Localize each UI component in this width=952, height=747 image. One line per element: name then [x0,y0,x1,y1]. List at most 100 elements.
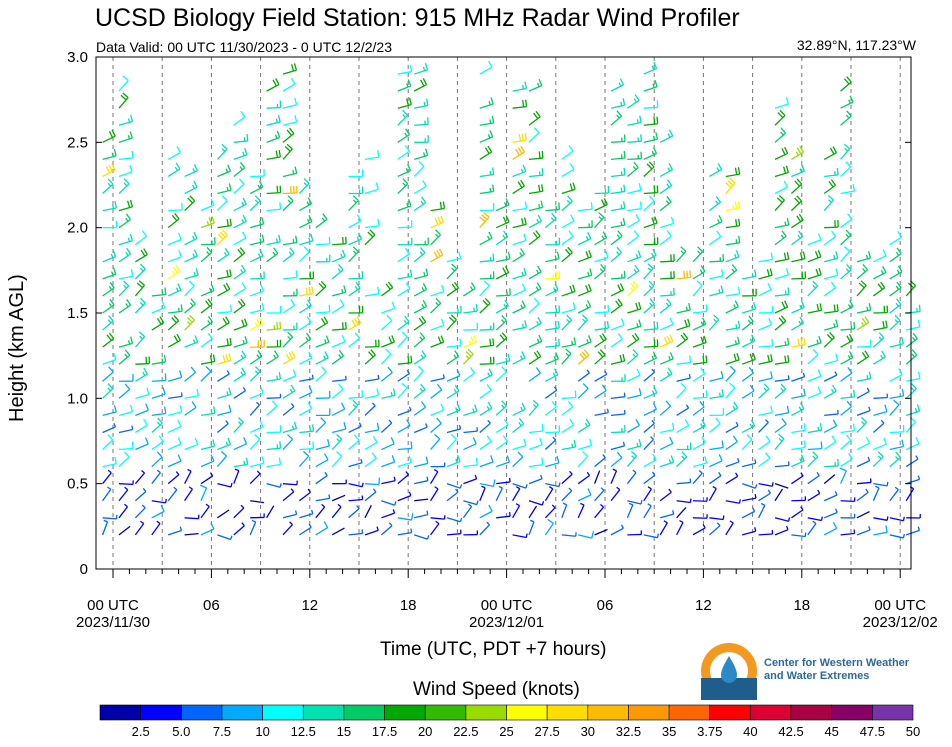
barb-shaft [495,405,507,416]
wind-barb [708,486,717,502]
barb-flag [852,423,856,431]
barb-shaft [118,428,133,434]
barb-shaft [545,311,560,314]
barb-shaft [561,343,576,348]
barb-flag [517,181,523,189]
barb-shaft [331,355,344,365]
barb-shaft [315,371,327,382]
barb-shaft [643,200,655,212]
wind-barb [856,280,867,297]
barb-half-flag [747,319,752,324]
barb-shaft [889,374,903,382]
wind-barb [889,486,899,502]
barb-shaft [495,204,510,212]
wind-barb [463,500,479,506]
wind-barb [610,167,626,178]
barb-half-flag [860,322,865,327]
wind-barb [315,390,331,399]
wind-barb [167,264,181,280]
wind-barb [413,423,428,434]
barb-half-flag [834,491,838,496]
barb-shaft [380,422,393,433]
barb-half-flag [124,353,128,358]
wind-barb [807,349,819,365]
barb-shaft [249,521,257,536]
barb-half-flag [754,494,757,499]
barb-half-flag [631,455,636,459]
barb-flag [734,167,738,175]
barb-flag [488,504,493,512]
barb-flag [404,145,410,152]
wind-barb [610,424,626,434]
barb-half-flag [221,148,226,152]
wind-barb [266,400,278,416]
barb-shaft [331,269,344,280]
wind-barb [233,282,247,297]
barb-half-flag [833,323,836,328]
barb-shaft [840,328,855,331]
barb-shaft [873,410,888,417]
barb-flag [881,350,886,358]
barb-shaft [364,354,376,365]
barb-flag [635,214,641,221]
barb-shaft [233,324,248,331]
barb-shaft [545,374,559,382]
barb-shaft [643,285,655,297]
barb-flag [895,451,901,458]
wind-barb [479,297,491,314]
wind-barb [643,368,655,382]
wind-barb [184,335,199,348]
barb-shaft [758,411,773,417]
wind-barb [824,458,839,468]
wind-barb [331,494,346,502]
barb-flag [306,332,312,340]
wind-barb [184,533,199,536]
barb-flag [638,302,642,310]
wind-barb [462,348,474,365]
barb-flag [244,318,248,326]
barb-flag [229,218,232,226]
wind-barb [725,421,739,434]
barb-half-flag [453,354,457,359]
barb-half-flag [192,253,196,258]
barb-flag [893,399,900,406]
barb-half-flag [324,471,328,476]
barb-flag [239,247,246,254]
barb-flag [796,178,803,185]
wind-barb [397,282,411,297]
barb-flag [585,251,590,259]
barb-flag [129,164,133,173]
barb-flag [686,270,689,278]
barb-half-flag [895,302,899,307]
barb-shaft [659,491,672,502]
wind-barb [610,332,623,348]
barb-shaft [299,321,312,331]
barb-flag [156,317,162,325]
barb-flag [339,299,345,306]
barb-shaft [742,497,757,502]
barb-half-flag [861,421,865,425]
barb-half-flag [241,218,245,224]
barb-shaft [791,235,804,246]
barb-shaft [397,288,411,297]
barb-flag [770,354,773,362]
barb-shaft [610,527,624,536]
barb-flag [554,368,559,376]
barb-half-flag [817,489,821,494]
barb-shaft [692,500,708,502]
barb-shaft [233,203,247,212]
barb-flag [683,271,686,279]
barb-flag [639,201,642,209]
barb-half-flag [865,254,869,259]
barb-shaft [479,302,491,314]
wind-barb [709,254,725,263]
barb-shaft [545,389,558,399]
barb-shaft [512,139,527,143]
wind-barb [249,249,264,263]
barb-shaft [151,472,161,485]
barb-half-flag [816,471,820,477]
barb-half-flag [426,510,429,515]
wind-barb [495,418,509,434]
barb-half-flag [847,304,851,309]
wind-barb [725,218,741,229]
